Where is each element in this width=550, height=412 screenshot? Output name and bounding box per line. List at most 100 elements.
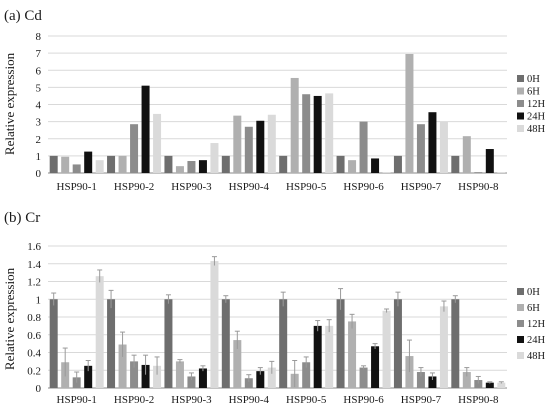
bar-12h-hsp90-2 bbox=[130, 361, 139, 388]
bar-12h-hsp90-7 bbox=[416, 372, 425, 388]
bar-0h-hsp90-5 bbox=[279, 299, 288, 388]
bar-48h-hsp90-6 bbox=[382, 172, 391, 173]
bar-12h-hsp90-2 bbox=[130, 124, 139, 173]
y-tick-label: 6 bbox=[36, 65, 42, 77]
bar-0h-hsp90-4 bbox=[221, 299, 230, 388]
bar-48h-hsp90-1 bbox=[95, 160, 104, 173]
category-label: HSP90-5 bbox=[286, 394, 327, 406]
bar-24h-hsp90-7 bbox=[428, 376, 437, 388]
bar-24h-hsp90-8 bbox=[485, 149, 494, 173]
y-tick-label: 8 bbox=[36, 31, 42, 43]
bar-24h-hsp90-7 bbox=[428, 112, 437, 173]
bar-48h-hsp90-5 bbox=[325, 93, 334, 173]
legend-label: 24H bbox=[527, 112, 546, 123]
bar-12h-hsp90-3 bbox=[187, 376, 196, 388]
y-tick-label: 1.2 bbox=[27, 277, 41, 289]
bar-6h-hsp90-8 bbox=[462, 136, 471, 173]
bar-6h-hsp90-2 bbox=[118, 344, 127, 388]
bar-12h-hsp90-8 bbox=[474, 172, 483, 173]
category-label: HSP90-3 bbox=[171, 394, 212, 406]
bar-24h-hsp90-2 bbox=[141, 364, 150, 388]
bar-48h-hsp90-8 bbox=[497, 382, 506, 388]
panel-cr: (b) Cr Relative expression 0 0.2 0.4 0.6 0.8… bbox=[2, 210, 546, 406]
legend-swatch bbox=[517, 100, 524, 107]
legend-label: 6H bbox=[527, 303, 540, 314]
bar-6h-hsp90-4 bbox=[233, 115, 242, 173]
y-tick-label: 1 bbox=[36, 294, 42, 306]
bar-0h-hsp90-8 bbox=[451, 155, 460, 173]
bar-6h-hsp90-6 bbox=[348, 321, 357, 388]
bar-6h-hsp90-5 bbox=[290, 77, 299, 173]
category-label: HSP90-1 bbox=[57, 181, 97, 193]
legend-label: 24H bbox=[527, 335, 546, 346]
bar-6h-hsp90-6 bbox=[348, 160, 357, 173]
bar-0h-hsp90-1 bbox=[49, 155, 58, 173]
bar-12h-hsp90-3 bbox=[187, 161, 196, 173]
legend-swatch bbox=[517, 112, 524, 120]
bar-6h-hsp90-7 bbox=[405, 53, 414, 174]
category-label: HSP90-3 bbox=[171, 181, 212, 193]
legend-swatch bbox=[517, 288, 524, 295]
bar-0h-hsp90-2 bbox=[107, 299, 116, 388]
y-tick-label: 0.4 bbox=[27, 348, 41, 360]
bar-12h-hsp90-8 bbox=[474, 380, 483, 388]
legend-swatch bbox=[517, 320, 524, 327]
panel-b-ylabel: Relative expression bbox=[2, 267, 17, 370]
bar-48h-hsp90-8 bbox=[497, 172, 506, 173]
y-tick-label: 1.4 bbox=[27, 259, 41, 271]
legend-swatch bbox=[517, 352, 524, 359]
bar-0h-hsp90-6 bbox=[336, 299, 345, 388]
bar-6h-hsp90-2 bbox=[118, 155, 127, 173]
bar-0h-hsp90-8 bbox=[451, 299, 460, 388]
bar-6h-hsp90-3 bbox=[175, 361, 184, 388]
bar-12h-hsp90-6 bbox=[359, 367, 368, 388]
bar-6h-hsp90-1 bbox=[61, 156, 70, 173]
bar-12h-hsp90-7 bbox=[416, 124, 425, 173]
y-tick-label: 0 bbox=[36, 383, 42, 395]
y-tick-label: 5 bbox=[36, 82, 42, 94]
panel-b-label: (b) Cr bbox=[4, 210, 40, 226]
bar-24h-hsp90-2 bbox=[141, 85, 150, 173]
y-tick-label: 1 bbox=[36, 151, 42, 163]
y-tick-label: 0.8 bbox=[27, 312, 41, 324]
legend-label: 12H bbox=[527, 319, 546, 330]
legend-swatch bbox=[517, 75, 524, 82]
category-label: HSP90-2 bbox=[114, 394, 154, 406]
bar-0h-hsp90-5 bbox=[279, 155, 288, 173]
bar-6h-hsp90-3 bbox=[175, 166, 184, 173]
bar-48h-hsp90-2 bbox=[153, 113, 162, 173]
bar-24h-hsp90-8 bbox=[485, 382, 494, 388]
bar-12h-hsp90-4 bbox=[244, 378, 253, 388]
bar-12h-hsp90-5 bbox=[302, 94, 311, 173]
category-label: HSP90-7 bbox=[401, 394, 442, 406]
category-label: HSP90-2 bbox=[114, 181, 154, 193]
bar-12h-hsp90-6 bbox=[359, 121, 368, 173]
bar-48h-hsp90-5 bbox=[325, 325, 334, 388]
category-label: HSP90-6 bbox=[343, 181, 384, 193]
y-tick-label: 4 bbox=[36, 100, 42, 112]
category-label: HSP90-5 bbox=[286, 181, 327, 193]
bar-24h-hsp90-3 bbox=[198, 368, 207, 388]
category-label: HSP90-4 bbox=[229, 394, 270, 406]
bar-48h-hsp90-7 bbox=[439, 306, 448, 388]
panel-cd: (a) Cd Relative expression 0 1 2 3 4 5 6 7 8 HSP9… bbox=[2, 8, 546, 193]
legend-label: 6H bbox=[527, 87, 540, 98]
bar-48h-hsp90-4 bbox=[267, 367, 276, 388]
y-tick-label: 3 bbox=[36, 117, 42, 129]
category-label: HSP90-4 bbox=[229, 181, 270, 193]
bar-48h-hsp90-1 bbox=[95, 276, 104, 388]
bar-24h-hsp90-5 bbox=[313, 95, 322, 173]
bar-48h-hsp90-7 bbox=[439, 121, 448, 173]
panel-a-ylabel: Relative expression bbox=[2, 52, 17, 155]
y-tick-label: 0.6 bbox=[27, 330, 41, 342]
bar-0h-hsp90-2 bbox=[107, 155, 116, 173]
category-label: HSP90-8 bbox=[458, 394, 499, 406]
bar-0h-hsp90-7 bbox=[393, 299, 402, 388]
bar-24h-hsp90-1 bbox=[84, 151, 93, 173]
legend-label: 48H bbox=[527, 124, 546, 135]
bar-24h-hsp90-4 bbox=[256, 120, 265, 173]
bar-0h-hsp90-4 bbox=[221, 155, 230, 173]
category-label: HSP90-6 bbox=[343, 394, 384, 406]
legend-swatch bbox=[517, 304, 524, 311]
bar-0h-hsp90-6 bbox=[336, 155, 345, 173]
